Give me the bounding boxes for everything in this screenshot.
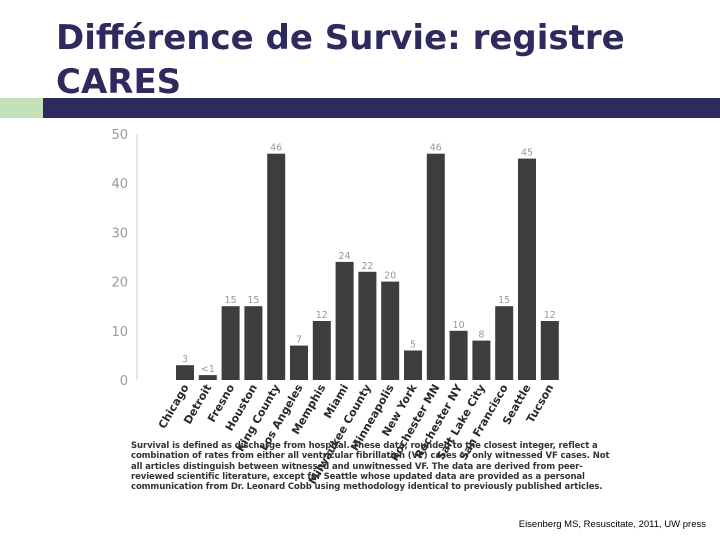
y-axis-ticks: 0 10 20 30 40 50 [111, 128, 128, 389]
bar [335, 261, 354, 380]
data-label: 12 [316, 310, 328, 321]
bar [381, 281, 400, 380]
y-tick-label: 0 [120, 374, 128, 389]
y-tick-label: 50 [111, 128, 128, 143]
data-label: 5 [410, 340, 416, 351]
data-label: 3 [182, 354, 188, 365]
bar [540, 321, 559, 380]
bar [358, 271, 377, 380]
bar [495, 306, 514, 380]
data-label: 20 [384, 271, 396, 282]
data-label: 45 [521, 148, 533, 159]
slide-title: Différence de Survie: registre CARES [56, 18, 625, 102]
bar [267, 153, 286, 380]
bar [426, 153, 445, 380]
data-label: 10 [453, 320, 465, 331]
data-labels: 3 <1 15 15 46 7 12 24 22 20 5 46 10 8 15 45 12 [182, 143, 556, 375]
y-tick-label: 40 [111, 177, 128, 192]
data-label: 22 [361, 261, 373, 272]
bar [312, 321, 331, 380]
data-label: 12 [544, 310, 556, 321]
bar [244, 306, 263, 380]
bar [221, 306, 240, 380]
data-label: 15 [247, 295, 259, 306]
bars [176, 153, 559, 380]
data-label: 24 [339, 251, 351, 262]
data-label: <1 [201, 364, 215, 375]
y-tick-label: 20 [111, 276, 128, 291]
data-label: 46 [270, 143, 282, 154]
accent-block [0, 98, 43, 118]
bar [176, 365, 194, 380]
bar [472, 340, 491, 380]
bar [404, 350, 422, 380]
accent-bar [43, 98, 720, 118]
data-label: 8 [478, 330, 484, 341]
bar [198, 375, 217, 380]
bar [290, 345, 308, 380]
bar [449, 330, 468, 380]
data-label: 15 [498, 295, 510, 306]
y-tick-label: 10 [111, 325, 128, 340]
source-citation: Eisenberg MS, Resuscitate, 2011, UW pres… [518, 519, 706, 530]
bar [518, 158, 536, 380]
chart-caption: Survival is defined as discharge from ho… [131, 441, 610, 493]
data-label: 46 [430, 143, 442, 154]
y-tick-label: 30 [111, 226, 128, 241]
data-label: 7 [296, 335, 302, 346]
data-label: 15 [225, 295, 237, 306]
